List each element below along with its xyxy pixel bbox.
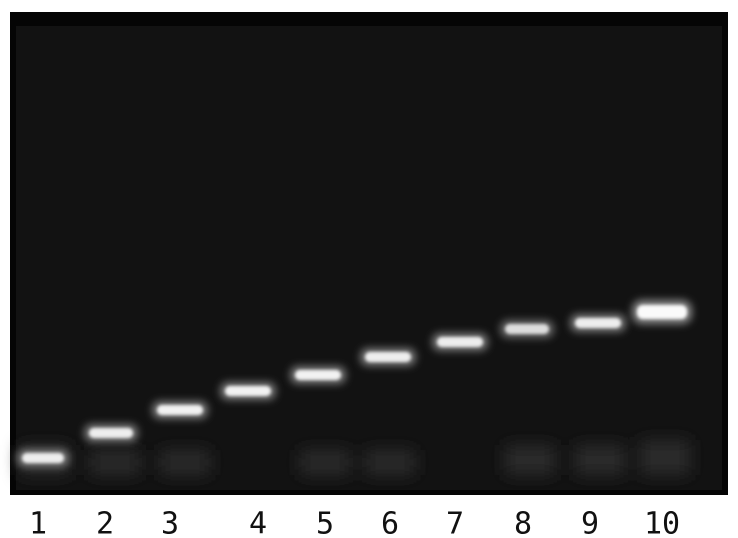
lane-label: 7 [446,507,464,538]
lane-label: 1 [29,507,47,538]
band [290,366,346,384]
lane-label: 4 [249,507,267,538]
lane-label: 3 [161,507,179,538]
lane-label: 5 [316,507,334,538]
lane-label: 6 [381,507,399,538]
lane-label: 9 [581,507,599,538]
lane-label: 2 [96,507,114,538]
band [632,300,692,324]
band [360,348,416,366]
lane-label: 10 [644,507,680,538]
lane-label: 8 [514,507,532,538]
band [84,424,138,442]
dna-bands [17,300,692,467]
band [17,449,69,467]
band [500,320,554,338]
band [152,401,208,419]
band [432,333,488,351]
band [220,382,276,400]
band [570,314,626,332]
lane-labels: 1 2 3 4 5 6 7 8 9 10 [29,507,680,538]
gel-body [16,26,722,490]
